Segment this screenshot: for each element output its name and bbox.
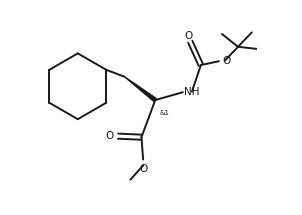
Text: O: O [185, 31, 193, 41]
Text: O: O [223, 56, 231, 66]
Text: NH: NH [184, 87, 199, 97]
Text: &1: &1 [160, 110, 170, 116]
Polygon shape [124, 77, 156, 102]
Text: O: O [105, 131, 114, 141]
Text: O: O [140, 164, 148, 174]
